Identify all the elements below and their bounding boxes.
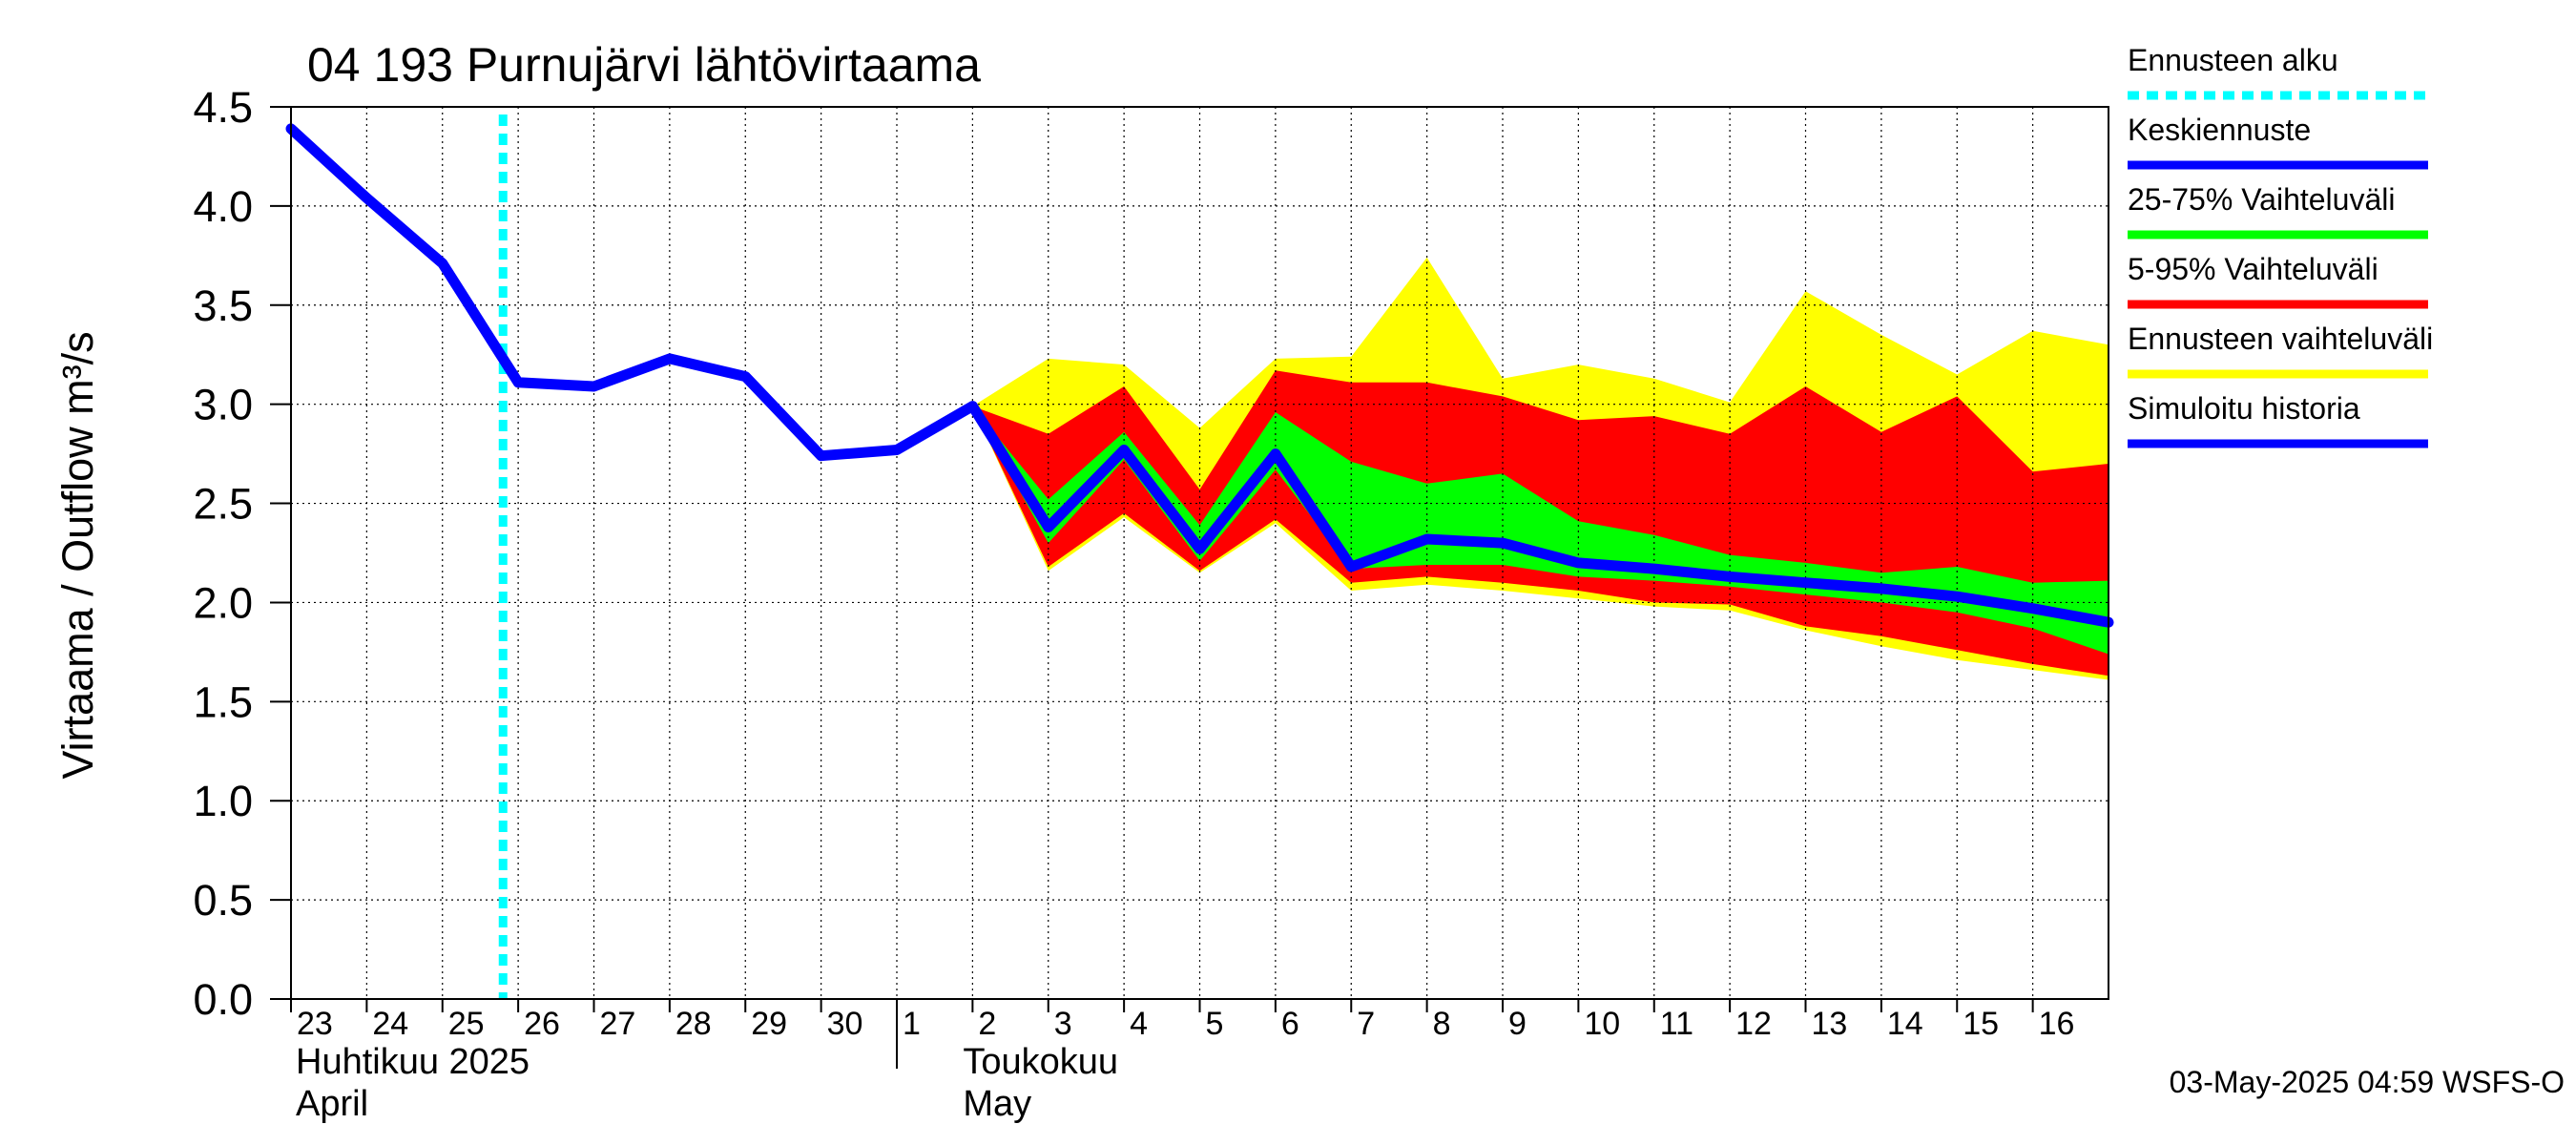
x-tick-label: 5 bbox=[1206, 1006, 1224, 1042]
x-tick-label: 2 bbox=[978, 1006, 996, 1042]
x-tick-label: 14 bbox=[1887, 1006, 1923, 1042]
x-tick-label: 30 bbox=[827, 1006, 863, 1042]
x-tick-label: 28 bbox=[675, 1006, 712, 1042]
y-tick-label: 1.0 bbox=[193, 777, 253, 825]
series-lines bbox=[285, 114, 2114, 999]
x-tick-label: 8 bbox=[1433, 1006, 1451, 1042]
x-tick-label: 27 bbox=[600, 1006, 636, 1042]
x-tick-label: 13 bbox=[1812, 1006, 1848, 1042]
series-line-1 bbox=[966, 401, 2114, 628]
series-line-0 bbox=[285, 123, 978, 462]
legend-label: 5-95% Vaihteluväli bbox=[2128, 252, 2379, 286]
month-label: Huhtikuu 2025 bbox=[296, 1042, 530, 1082]
y-tick-label: 2.5 bbox=[193, 480, 253, 529]
legend: Ennusteen alku Keskiennuste 25-75% Vaihtel… bbox=[2128, 43, 2433, 448]
legend-label: Simuloitu historia bbox=[2128, 391, 2360, 426]
y-tick-label: 3.0 bbox=[193, 381, 253, 429]
x-tick-label: 9 bbox=[1508, 1006, 1527, 1042]
y-tick-label: 4.0 bbox=[193, 182, 253, 231]
month-label: Toukokuu bbox=[963, 1042, 1118, 1082]
month-label-english: April bbox=[296, 1084, 368, 1124]
x-tick-label: 11 bbox=[1660, 1006, 1693, 1042]
legend-label: Keskiennuste bbox=[2128, 113, 2311, 147]
x-tick-label: 1 bbox=[903, 1006, 921, 1042]
x-tick-label: 7 bbox=[1357, 1006, 1375, 1042]
axes: 0.00.51.01.52.02.53.03.54.04.523 24 25 26 27… bbox=[193, 83, 2109, 1124]
x-tick-label: 23 bbox=[297, 1006, 333, 1042]
legend-label: 25-75% Vaihteluväli bbox=[2128, 182, 2395, 217]
legend-label: Ennusteen vaihteluväli bbox=[2128, 322, 2433, 356]
forecast-bands bbox=[972, 257, 2109, 680]
x-tick-label: 24 bbox=[372, 1006, 408, 1042]
x-tick-label: 4 bbox=[1130, 1006, 1148, 1042]
x-tick-label: 6 bbox=[1281, 1006, 1299, 1042]
x-tick-label: 12 bbox=[1735, 1006, 1772, 1042]
y-tick-label: 3.5 bbox=[193, 281, 253, 330]
x-tick-label: 29 bbox=[751, 1006, 787, 1042]
y-tick-label: 0.5 bbox=[193, 876, 253, 925]
x-tick-label: 10 bbox=[1584, 1006, 1620, 1042]
y-tick-label: 1.5 bbox=[193, 677, 253, 726]
x-tick-label: 3 bbox=[1054, 1006, 1072, 1042]
x-tick-label: 26 bbox=[524, 1006, 560, 1042]
y-tick-label: 2.0 bbox=[193, 578, 253, 627]
y-tick-label: 0.0 bbox=[193, 975, 253, 1024]
timestamp-footer: 03-May-2025 04:59 WSFS-O bbox=[2170, 1065, 2565, 1099]
x-tick-label: 15 bbox=[1963, 1006, 1999, 1042]
legend-label: Ennusteen alku bbox=[2128, 43, 2338, 77]
x-tick-label: 25 bbox=[448, 1006, 485, 1042]
y-tick-label: 4.5 bbox=[193, 83, 253, 132]
x-tick-label: 16 bbox=[2039, 1006, 2075, 1042]
month-label-english: May bbox=[963, 1084, 1031, 1124]
chart-title: 04 193 Purnujärvi lähtövirtaama bbox=[307, 38, 981, 92]
band-2 bbox=[972, 406, 2109, 655]
y-axis-label: Virtaama / Outflow m³/s bbox=[53, 331, 102, 779]
